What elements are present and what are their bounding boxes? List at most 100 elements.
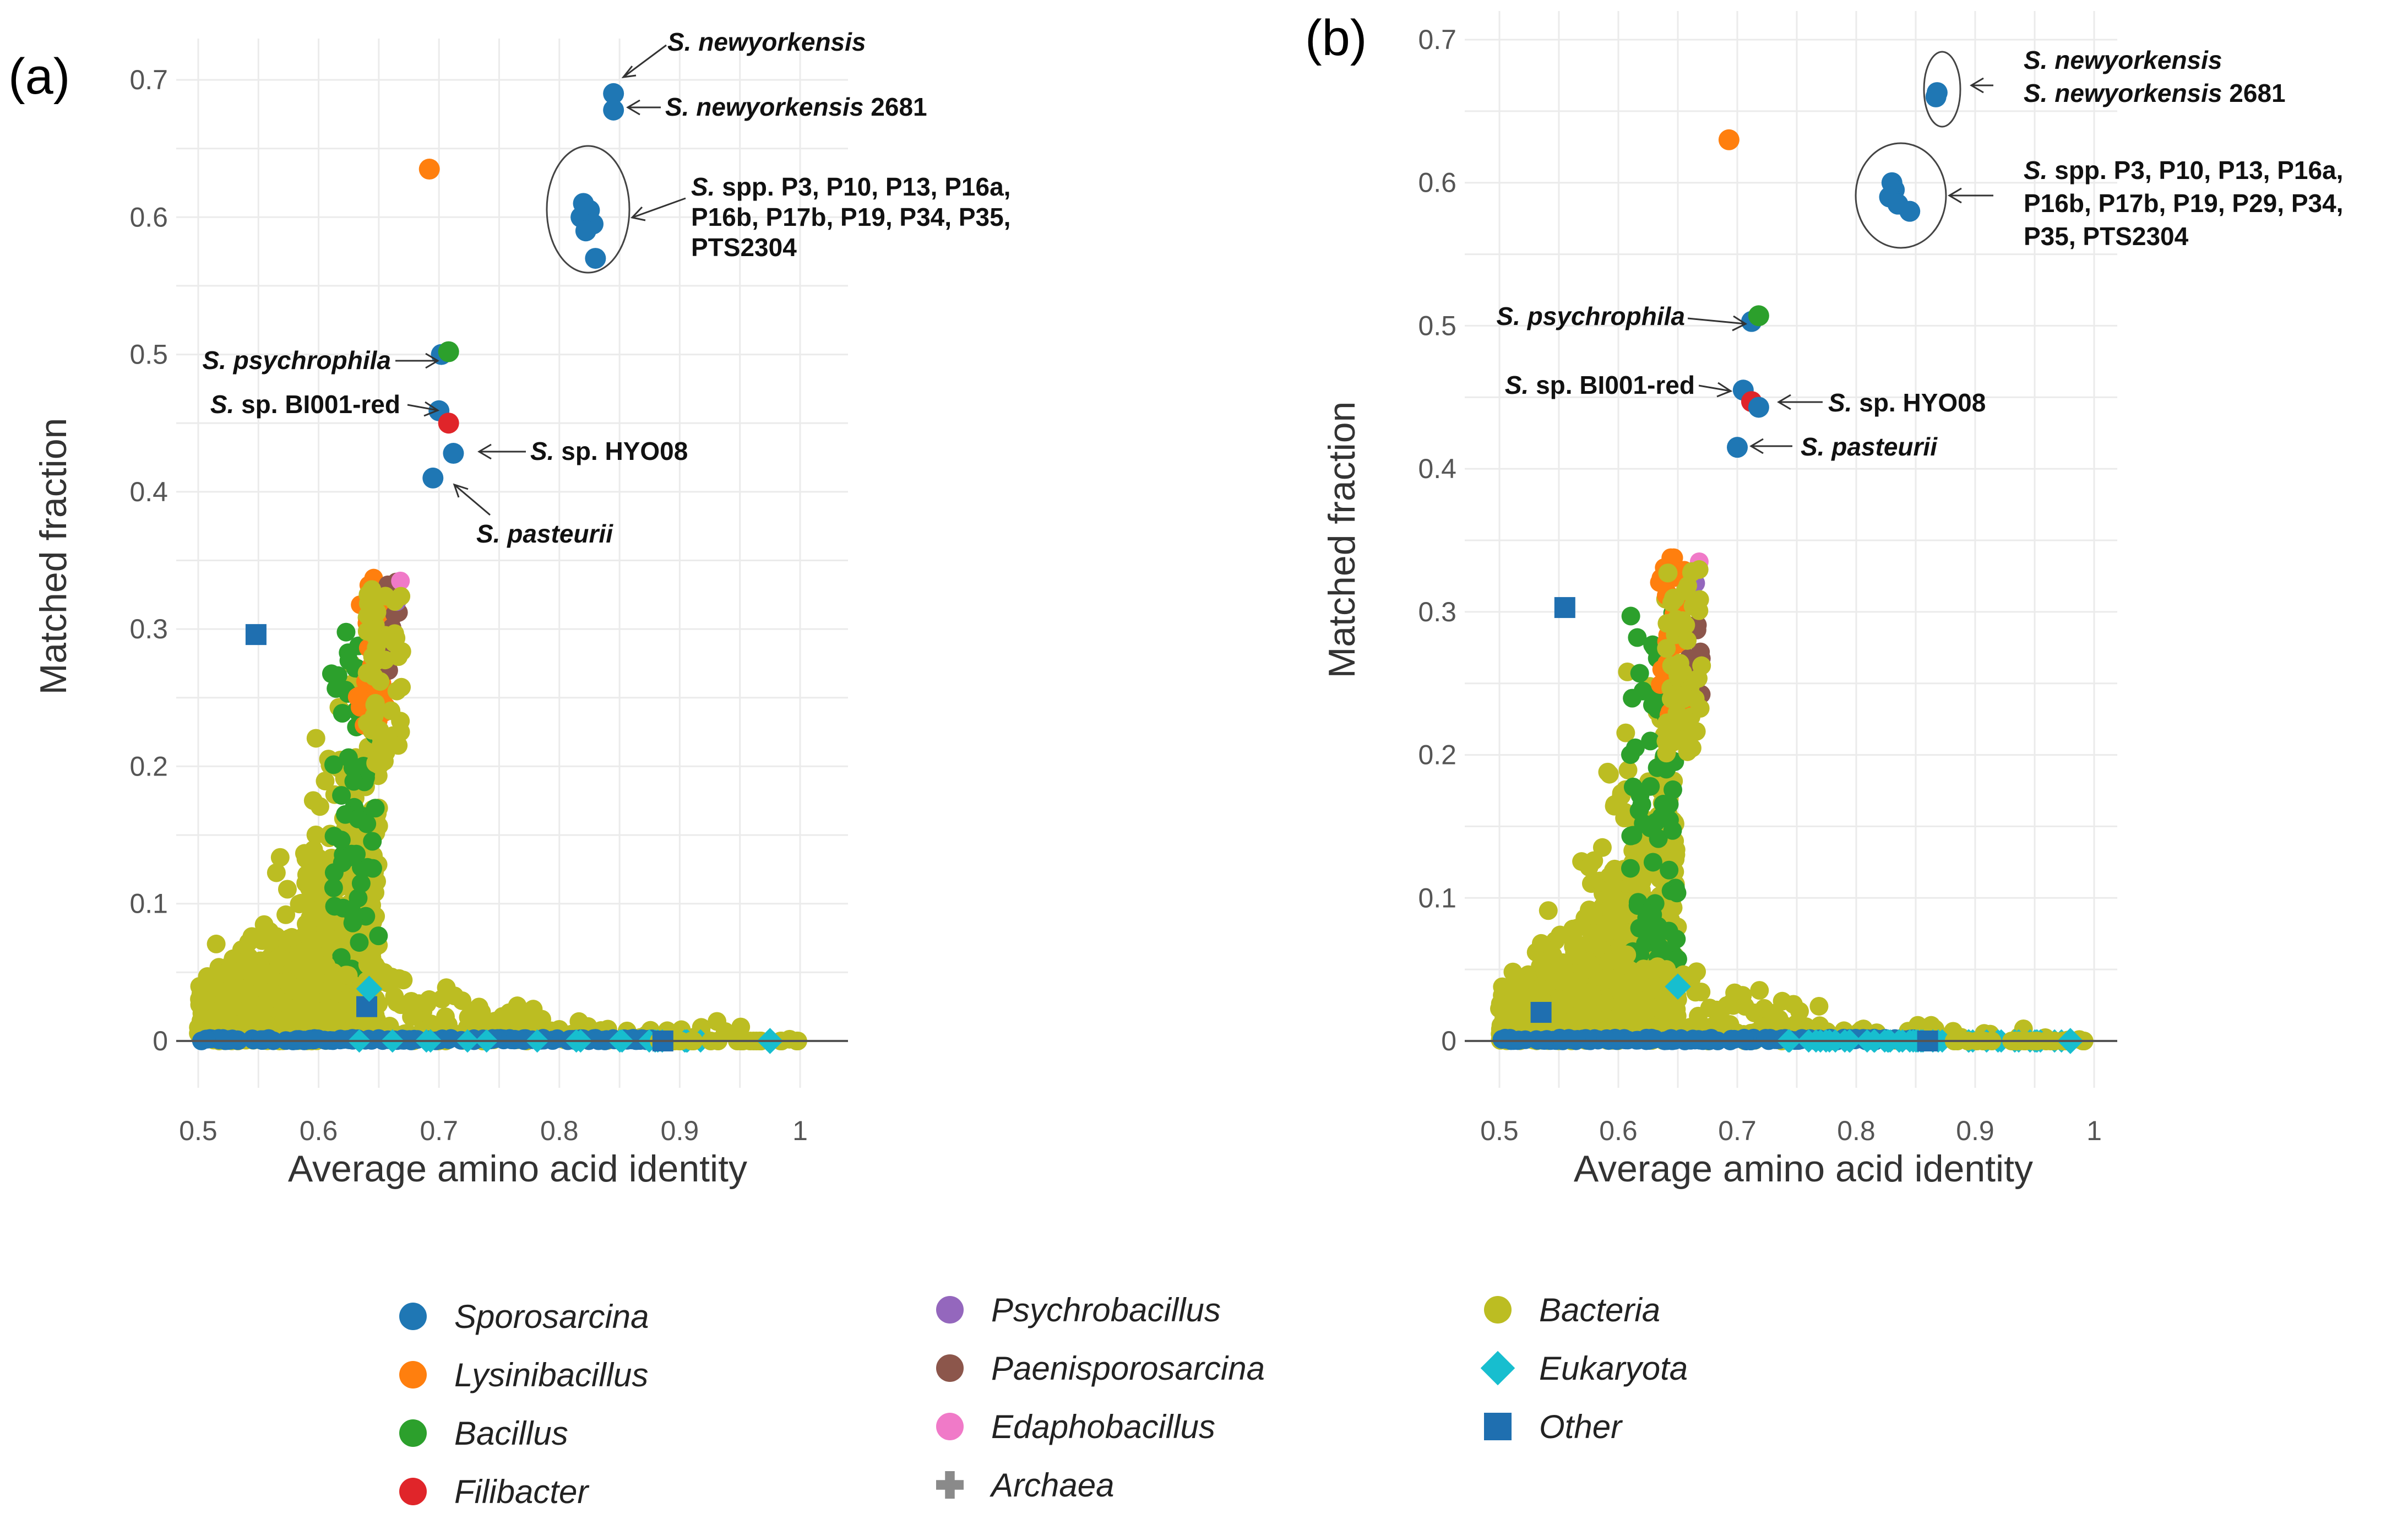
- background-point: [290, 894, 309, 914]
- background-point: [347, 844, 366, 864]
- legend-swatch-filibacter: [399, 1478, 427, 1505]
- panel-a-label: (a): [8, 48, 70, 105]
- background-point: [333, 703, 352, 723]
- annotation-b-spp-line1: S. spp. P3, P10, P13, P16a,: [2024, 156, 2343, 185]
- background-point: [1584, 851, 1603, 870]
- panel-a-y-axis-title: Matched fraction: [32, 418, 74, 695]
- background-point: [1491, 994, 1510, 1013]
- background-point: [1612, 907, 1631, 926]
- background-point: [237, 1006, 257, 1026]
- background-point: [1636, 991, 1655, 1010]
- annotation-spp-line2: P16b, P17b, P19, P34, P35,: [691, 203, 1010, 231]
- background-point: [306, 729, 325, 748]
- background-point: [1623, 777, 1643, 796]
- background-point: [324, 827, 344, 846]
- background-point: [1750, 981, 1769, 1000]
- data-point-eukaryota: [1665, 973, 1691, 1000]
- background-point: [1678, 631, 1697, 650]
- annotation-b-newyorkensis: S. newyorkensis: [2024, 46, 2222, 74]
- background-point: [349, 809, 368, 828]
- y-tick-label: 0.2: [129, 751, 168, 782]
- background-point: [1568, 946, 1588, 965]
- x-tick-label: 0.6: [1599, 1115, 1638, 1146]
- annotation-b-hyo08: S. sp. HYO08: [1828, 388, 1986, 417]
- legend-label: Edaphobacillus: [991, 1408, 1215, 1445]
- background-point: [270, 948, 289, 967]
- data-point-lysinibacillus: [1718, 129, 1740, 150]
- panel-b-annotations: S. newyorkensis S. newyorkensis 2681 S. …: [1496, 46, 2343, 461]
- background-point: [1546, 931, 1565, 950]
- background-point: [306, 825, 325, 844]
- panel-a-annotations: S. newyorkensis S. newyorkensis 2681 S. …: [202, 28, 1010, 548]
- legend-label: Bacillus: [454, 1415, 568, 1452]
- background-point: [254, 915, 274, 934]
- background-point: [1663, 733, 1682, 752]
- arrowhead-hyo08: [477, 443, 492, 460]
- background-point: [731, 1017, 751, 1037]
- panel-a-background-points: [189, 568, 807, 1053]
- panel-a-x-axis-title: Average amino acid identity: [288, 1148, 747, 1190]
- background-point: [1649, 829, 1668, 848]
- background-point: [508, 996, 527, 1016]
- legend-swatch-eukaryota: [1480, 1351, 1515, 1386]
- background-point: [1581, 1000, 1601, 1019]
- background-point: [365, 872, 384, 892]
- background-point: [1543, 946, 1563, 965]
- background-point: [316, 772, 335, 791]
- legend-item-eukaryota: Eukaryota: [1480, 1350, 1688, 1387]
- legend-item-paenisporosarcina: Paenisporosarcina: [936, 1350, 1265, 1387]
- background-point: [1599, 952, 1618, 972]
- background-point: [1670, 654, 1689, 673]
- background-point: [282, 928, 301, 947]
- background-point: [358, 1014, 377, 1033]
- arrowhead-newyorkensis: [621, 66, 637, 78]
- background-point: [1633, 681, 1653, 701]
- arrowhead-spp: [630, 206, 646, 221]
- background-point: [1601, 866, 1621, 885]
- data-point-sporosarcina: [443, 443, 464, 464]
- data-point-sporosarcina: [585, 248, 606, 269]
- data-point-sporosarcina: [1727, 437, 1748, 458]
- background-point: [1596, 994, 1615, 1013]
- legend-item-filibacter: Filibacter: [399, 1473, 589, 1510]
- background-point: [1530, 979, 1550, 998]
- background-point: [1555, 995, 1574, 1014]
- background-point: [270, 848, 290, 867]
- background-point: [1662, 593, 1681, 612]
- legend-swatch-bacteria: [1484, 1296, 1512, 1324]
- data-point-sporosarcina: [575, 220, 596, 242]
- background-point: [387, 681, 406, 701]
- background-point: [1664, 548, 1683, 567]
- panel-a: 0.5 0.6 0.7 0.8 0.9 1 00.10.20.30.40.50.60.7 …: [8, 28, 1010, 1190]
- panel-a-cluster-ellipse: [546, 145, 630, 274]
- background-point: [256, 980, 275, 999]
- background-point: [267, 863, 286, 882]
- arrowhead-bi001: [423, 401, 440, 417]
- background-point: [303, 791, 323, 810]
- legend: Sporosarcina Lysinibacillus Bacillus Filiba…: [341, 1272, 1971, 1515]
- background-point: [1667, 883, 1687, 903]
- legend-label: Lysinibacillus: [454, 1357, 648, 1393]
- legend-label: Other: [1539, 1408, 1623, 1445]
- annotation-b-pasteurii: S. pasteurii: [1801, 432, 1938, 461]
- y-tick-label: 0.6: [129, 202, 168, 232]
- x-tick-label: 1: [2086, 1115, 2102, 1146]
- arrowhead-newyorkensis-2681: [626, 99, 640, 116]
- background-point: [363, 589, 383, 609]
- background-point: [1756, 1029, 1775, 1048]
- background-point: [1641, 960, 1660, 979]
- data-point-bacillus: [438, 341, 459, 362]
- background-point: [259, 964, 279, 984]
- data-point-filibacter: [438, 413, 459, 434]
- legend-items: Sporosarcina Lysinibacillus Bacillus Filiba…: [399, 1292, 1688, 1510]
- background-point: [512, 1014, 531, 1033]
- background-point: [363, 832, 382, 851]
- background-point: [1548, 1011, 1567, 1030]
- background-point: [197, 1029, 216, 1049]
- legend-label: Bacteria: [1539, 1292, 1660, 1328]
- x-tick-label: 0.8: [1837, 1115, 1876, 1146]
- background-point: [401, 991, 421, 1011]
- panel-b-x-axis-title: Average amino acid identity: [1574, 1148, 2033, 1190]
- background-point: [1576, 960, 1595, 979]
